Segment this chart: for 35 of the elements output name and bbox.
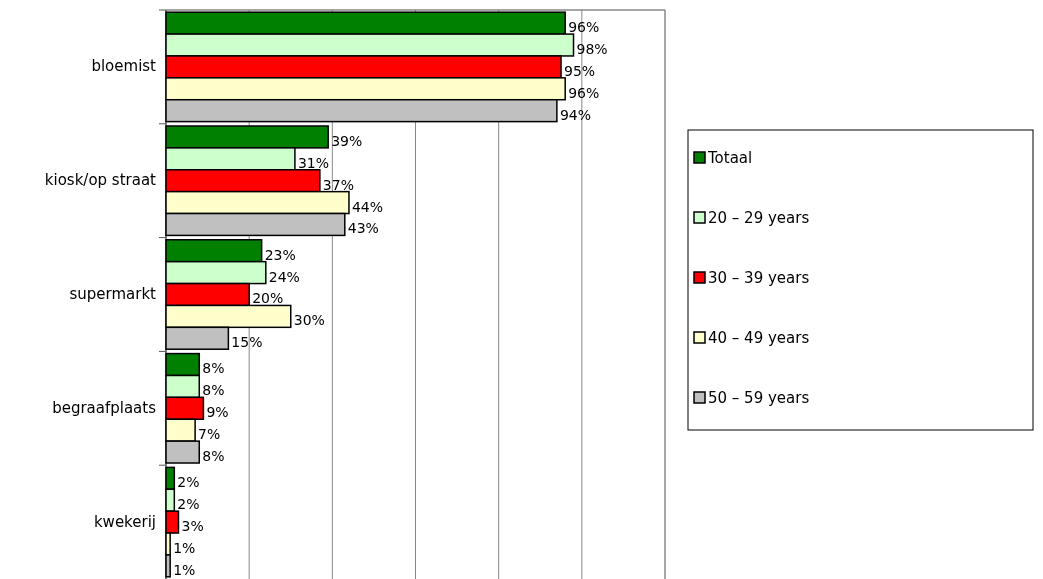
y-tick-label: begraafplaats [52, 398, 157, 417]
legend-label: 40 – 49 years [708, 328, 810, 347]
y-tick-label: supermarkt [69, 285, 157, 303]
y-tick-label: kwekerij [93, 512, 156, 531]
data-label: 3% [181, 518, 204, 535]
data-label: 9% [206, 404, 229, 421]
data-label: 23% [264, 246, 296, 263]
data-label: 1% [173, 561, 196, 578]
data-label: 96% [568, 19, 600, 36]
data-label: 39% [331, 132, 363, 149]
data-label: 30% [293, 312, 325, 329]
legend-label: 20 – 29 years [708, 208, 810, 227]
data-label: 43% [347, 220, 379, 237]
data-label: 8% [202, 382, 225, 399]
data-label: 94% [559, 106, 592, 123]
data-label: 2% [177, 496, 200, 513]
legend-label: 50 – 59 years [708, 388, 810, 407]
legend-label: 30 – 39 years [708, 268, 810, 287]
legend-label: Totaal [707, 148, 753, 167]
data-label: 31% [297, 154, 330, 171]
data-label: 8% [202, 360, 225, 377]
data-label: 24% [268, 268, 300, 285]
data-label: 15% [231, 334, 263, 351]
data-label: 2% [177, 474, 200, 491]
data-label: 37% [322, 176, 354, 193]
y-tick-label: bloemist [91, 57, 157, 76]
data-label: 1% [173, 539, 196, 556]
data-label: 20% [252, 290, 284, 307]
data-label: 96% [568, 84, 600, 101]
data-label: 98% [576, 40, 608, 57]
data-label: 44% [351, 198, 384, 215]
data-label: 8% [202, 448, 225, 465]
y-tick-label: kiosk/op straat [44, 171, 157, 190]
data-label: 95% [564, 62, 596, 79]
data-label: 7% [198, 426, 221, 443]
